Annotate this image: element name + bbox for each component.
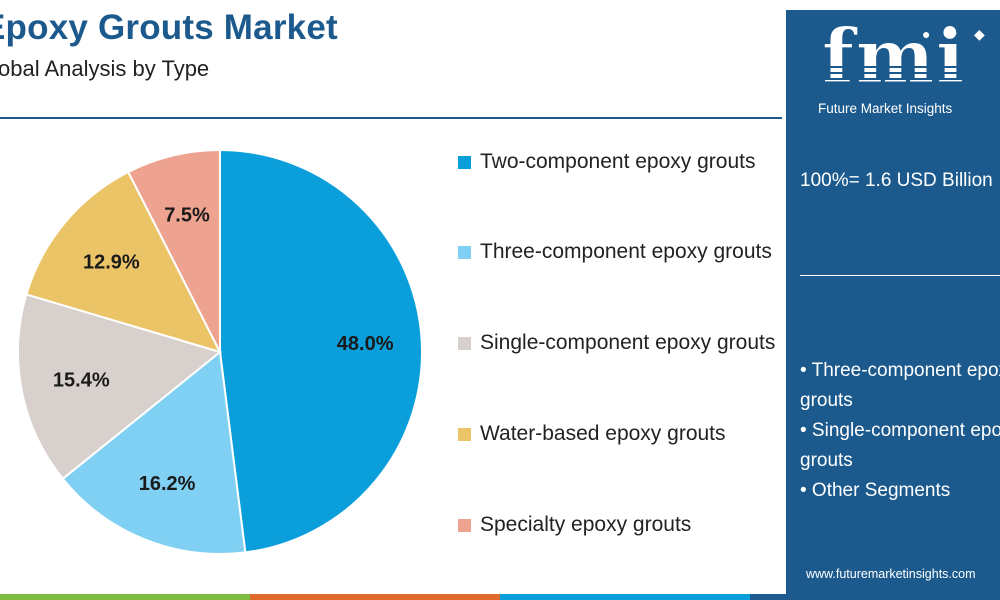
slice-label-4: 7.5% [164, 205, 210, 227]
panel-divider [800, 275, 1000, 276]
pie-slice-4 [126, 148, 221, 353]
logo-icons: ● ✦ ◆ [922, 26, 991, 42]
stripe-segment-0 [0, 594, 250, 600]
market-total: 100%= 1.6 USD Billion [800, 170, 993, 191]
legend-item-4: Specialty epoxy grouts [458, 509, 790, 541]
legend-label: Two-component epoxy grouts [480, 150, 756, 173]
stripe-segment-2 [500, 594, 750, 600]
chart-subtitle: Global Analysis by Type [0, 56, 210, 81]
brand-name: Future Market Insights [818, 101, 953, 116]
legend-swatch [458, 519, 471, 532]
title-divider [0, 117, 782, 119]
legend-swatch [458, 337, 471, 350]
website-link[interactable]: www.futuremarketinsights.com [806, 567, 976, 581]
pie-slice-2 [17, 293, 223, 481]
segment-bullet-0: • Three-component epoxy grouts [800, 360, 1000, 411]
pie-slice-0 [219, 148, 423, 554]
pie-slice-1 [61, 350, 247, 555]
legend-item-0: Two-component epoxy grouts [458, 146, 790, 178]
segment-bullet-2: • Other Segments [800, 480, 951, 501]
legend-swatch [458, 428, 471, 441]
stripe-segment-1 [250, 594, 500, 600]
chart-title: Epoxy Grouts Market [0, 8, 338, 47]
legend-swatch [458, 156, 471, 169]
legend-label: Single-component epoxy grouts [480, 331, 776, 354]
legend-label: Three-component epoxy grouts [480, 240, 772, 263]
pie-slice-3 [25, 170, 222, 354]
slice-label-2: 15.4% [53, 369, 110, 391]
segment-list: • Three-component epoxy grouts • Single-c… [800, 356, 1000, 506]
fmi-logo: fmi ● ✦ ◆ [822, 20, 1000, 104]
legend-label: Specialty epoxy grouts [480, 513, 692, 536]
legend-label: Water-based epoxy grouts [480, 422, 726, 445]
slice-label-1: 16.2% [139, 473, 196, 495]
legend-item-3: Water-based epoxy grouts [458, 418, 790, 450]
legend-item-1: Three-component epoxy grouts [458, 236, 790, 268]
logo-lettering: fmi [822, 14, 967, 100]
pie-chart: 48.0% 16.2% 15.4% 12.9% 7.5% [17, 148, 423, 555]
legend-item-2: Single-component epoxy grouts [458, 327, 790, 359]
chart-legend: Two-component epoxy grouts Three-componen… [458, 146, 788, 566]
slice-label-3: 12.9% [83, 252, 140, 274]
slice-label-0: 48.0% [337, 333, 394, 355]
side-panel: fmi ● ✦ ◆ Future Market Insights 100%= 1… [786, 10, 1000, 594]
segment-bullet-1: • Single-component epoxy grouts [800, 420, 1000, 471]
stripe-segment-3 [750, 594, 1000, 600]
legend-swatch [458, 246, 471, 259]
